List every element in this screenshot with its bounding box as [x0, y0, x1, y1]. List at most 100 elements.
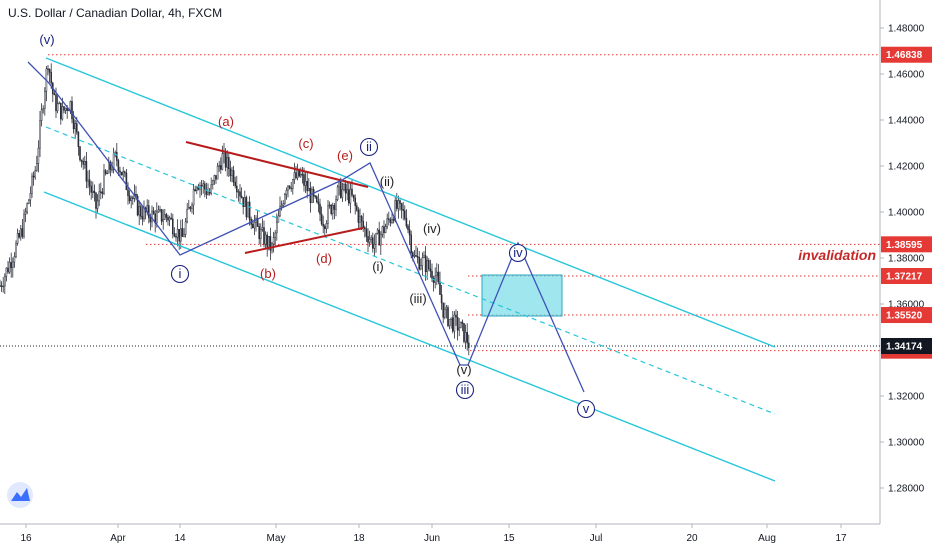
candle-body [69, 101, 72, 111]
projection-box[interactable] [481, 274, 563, 317]
candle-body [208, 192, 211, 194]
candle-body [314, 195, 316, 198]
candle [410, 230, 412, 259]
candle [56, 94, 59, 114]
candle-body [159, 209, 161, 211]
candle-body [277, 215, 280, 223]
candle-body [285, 190, 288, 195]
candle [279, 196, 281, 218]
candle-body [356, 205, 358, 211]
candle [101, 188, 104, 199]
candle-body [104, 170, 107, 174]
candle [172, 213, 174, 239]
candle-body [317, 201, 320, 205]
candle-body [340, 181, 342, 198]
candle-body [300, 173, 302, 177]
candle [48, 68, 51, 83]
channel-mid-line[interactable] [45, 126, 776, 415]
candle [96, 194, 99, 213]
candle-body [284, 194, 286, 204]
y-tick-label: 1.38000 [888, 254, 925, 265]
x-tick-label: Jun [424, 533, 440, 544]
candle-body [413, 255, 416, 257]
candle-body [210, 184, 212, 194]
candle [159, 205, 161, 213]
candle [138, 200, 140, 226]
candle-body [103, 170, 105, 194]
candle [53, 91, 56, 96]
candle [156, 202, 158, 228]
candle [148, 199, 150, 224]
candle-body [453, 314, 456, 332]
candle [444, 302, 446, 320]
candle-body [106, 172, 109, 175]
candle-body [415, 255, 417, 257]
candle [458, 318, 460, 337]
candle [112, 147, 115, 174]
candle-body [7, 267, 9, 273]
candle-body [247, 201, 249, 218]
candle-body [242, 197, 244, 207]
candle [284, 192, 286, 206]
candle-body [380, 234, 382, 246]
candle [167, 214, 169, 226]
candle [378, 221, 380, 246]
candle-body [320, 213, 323, 225]
candle [343, 182, 345, 192]
triangle-upper-line[interactable] [185, 141, 369, 188]
candle [181, 219, 184, 237]
triangle-lower-line[interactable] [244, 227, 364, 254]
candle-body [224, 151, 227, 168]
candle-body [96, 200, 99, 209]
candle [98, 183, 101, 207]
candle-body [31, 175, 33, 194]
x-tick-label: 14 [174, 533, 186, 544]
candle-body [440, 294, 443, 304]
candle-body [215, 175, 217, 180]
wave-count-path[interactable] [27, 61, 585, 393]
candle [316, 195, 318, 204]
candle-body [437, 271, 440, 283]
candle-body [229, 168, 232, 177]
candle-body [420, 265, 422, 270]
tradingview-logo-icon[interactable] [7, 482, 33, 508]
candle-body [357, 209, 360, 223]
candle [264, 231, 267, 249]
candle-body [148, 205, 150, 218]
channel-upper-line[interactable] [45, 57, 776, 348]
candle [74, 120, 77, 139]
candle [445, 304, 448, 319]
candle [428, 257, 430, 272]
wave-label-dark: (iv) [423, 221, 441, 236]
candle [12, 257, 14, 278]
candle [232, 165, 235, 187]
candle [274, 229, 276, 247]
channel-lower-line[interactable] [43, 191, 776, 482]
x-tick-label: 16 [20, 533, 32, 544]
candle-body [424, 255, 427, 273]
candle [100, 182, 102, 200]
x-tick-label: Aug [758, 533, 776, 544]
candle [226, 150, 228, 177]
candle [349, 182, 352, 214]
candle [111, 161, 113, 173]
candle [152, 206, 155, 215]
candle [204, 181, 206, 198]
candle [346, 181, 348, 201]
candle-body [47, 68, 49, 70]
candle-body [218, 165, 220, 167]
wave-circle [508, 243, 528, 263]
candle-body [231, 170, 233, 177]
candle [460, 321, 462, 329]
candle [357, 207, 360, 230]
candle-body [143, 207, 145, 220]
candle [216, 162, 219, 180]
candle [429, 259, 432, 278]
candle [85, 151, 88, 189]
candle-body [188, 206, 190, 210]
candle [60, 102, 62, 125]
candle-body [24, 211, 27, 215]
candle [191, 202, 193, 214]
candle-body [396, 200, 398, 209]
